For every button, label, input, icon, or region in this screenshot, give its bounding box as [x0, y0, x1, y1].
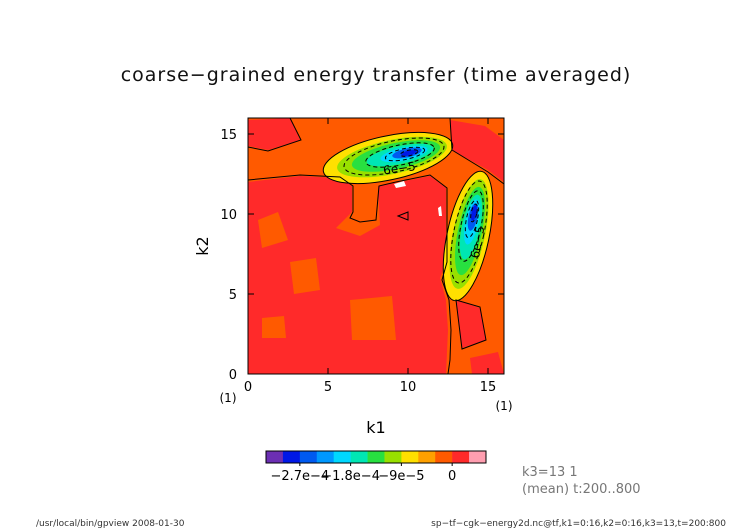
colorbar-tick-label: 0 — [448, 469, 456, 484]
chart-title: coarse−grained energy transfer (time ave… — [121, 64, 632, 86]
contour-lines — [248, 118, 504, 374]
y-tick-label: 0 — [229, 368, 237, 383]
info-line-2: (mean) t:200..800 — [522, 482, 641, 497]
y-axis: 0 5 10 15 — [220, 128, 504, 383]
contour-top-outline — [322, 131, 454, 185]
white-spot-1 — [394, 181, 406, 188]
field-island-orange-2 — [290, 258, 320, 294]
dash-right-3 — [464, 199, 480, 239]
right-band-7 — [471, 205, 477, 221]
footer-right: sp−tf−cgk−energy2d.nc@tf,k1=0:16,k2=0:16… — [431, 519, 726, 529]
contour-zero-main — [248, 174, 452, 374]
x-axis-label: k1 — [366, 418, 385, 437]
colorbar-frame — [265, 450, 487, 464]
colorbar-swatch — [435, 451, 453, 463]
field-island-orange-3 — [350, 296, 396, 340]
contour-label: 6e−5 — [382, 159, 416, 177]
colorbar-swatch — [333, 451, 351, 463]
field-island-orange-4 — [262, 316, 286, 338]
contour-labels: 6e−5 6e−5 — [382, 159, 487, 259]
x-tick-label: 5 — [324, 380, 332, 395]
x-tick-label: 15 — [480, 380, 497, 395]
field-region-top-left — [248, 118, 300, 150]
y-axis-label: k2 — [193, 236, 212, 255]
y-axis-unit: (1) — [220, 391, 237, 405]
dash-right-2 — [458, 190, 484, 262]
footer-left: /usr/local/bin/gpview 2008-01-30 — [36, 519, 185, 529]
contour-label: 6e−5 — [468, 225, 487, 260]
y-tick-label: 5 — [229, 288, 237, 303]
y-tick-label: 15 — [220, 128, 237, 143]
colorbar-tick-label: −9e−5 — [378, 469, 424, 484]
field-island-orange-1 — [258, 212, 288, 248]
contour-right-outline — [442, 170, 494, 302]
dash-top-2 — [365, 142, 435, 168]
x-axis-unit: (1) — [496, 399, 513, 413]
y-tick-label: 10 — [220, 208, 237, 223]
white-spot-2 — [438, 206, 442, 216]
contour-zero-top-right — [449, 118, 504, 185]
dash-right-4 — [470, 203, 478, 223]
field-island-red-2 — [470, 352, 504, 374]
colorbar-swatch — [469, 451, 487, 463]
x-tick-label: 0 — [244, 380, 252, 395]
colorbar-swatch — [282, 451, 301, 463]
colorbar-swatch — [316, 451, 334, 463]
contour-lines-negative — [343, 137, 488, 284]
colorbar-tick-label: −2.7e−4 — [270, 469, 329, 484]
colorbar-swatch — [266, 451, 284, 463]
colorbar-swatch — [367, 451, 385, 463]
contour-zero-top-left — [248, 118, 302, 152]
field-region-lower-left — [248, 176, 448, 374]
colorbar-swatch — [418, 451, 436, 463]
dash-right-1 — [450, 180, 488, 284]
dash-top-3 — [384, 146, 426, 162]
colorbar-swatch — [384, 451, 402, 463]
x-tick-label: 10 — [400, 380, 417, 395]
x-axis: 0 5 10 15 — [244, 118, 496, 395]
field-region-upper-right — [450, 120, 504, 182]
colorbar-tick-label: −1.8e−4 — [321, 469, 380, 484]
contour-zero-lower-right — [455, 299, 487, 350]
colorbar-swatch — [350, 451, 368, 463]
colorbar-swatch — [452, 451, 470, 463]
info-line-1: k3=13 1 — [522, 465, 578, 480]
field-island-red-1 — [456, 300, 486, 348]
plot-frame — [247, 117, 505, 375]
negative-region-top — [323, 132, 453, 184]
colorbar-swatch — [299, 451, 318, 463]
colorbar: −2.7e−4−1.8e−4−9e−5 0 — [265, 450, 487, 484]
dash-top-1 — [343, 137, 445, 176]
contour-zero-small-triangle — [396, 211, 409, 221]
colorbar-swatch — [401, 451, 419, 463]
top-band-7 — [401, 150, 417, 156]
heatmap-field: 6e−5 6e−5 — [248, 118, 504, 374]
